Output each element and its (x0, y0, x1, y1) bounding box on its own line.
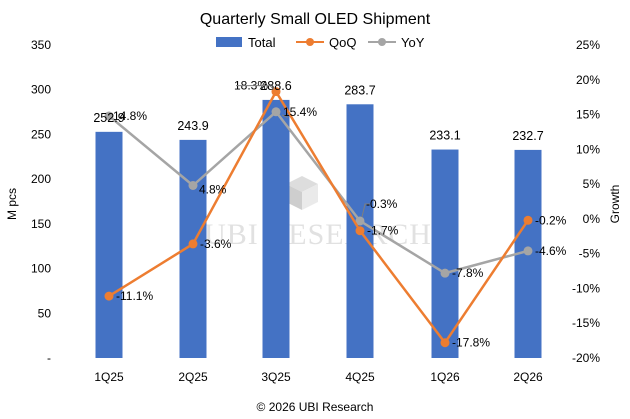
x-tick-label: 3Q25 (261, 370, 291, 384)
point-yoy (188, 181, 198, 191)
bar-value-label: 283.7 (344, 83, 375, 97)
bar-value-label: 232.7 (512, 129, 543, 143)
watermark-text: UBI RESEARCH (204, 218, 432, 251)
bar-value-label: 252.9 (93, 111, 124, 125)
yoy-value-label: 15.4% (283, 105, 317, 119)
point-qoq (104, 291, 114, 301)
legend-label-yoy: YoY (401, 35, 425, 50)
yoy-leader-line (281, 114, 289, 119)
y-tick-label: 250 (31, 127, 51, 141)
yoy-leader-line (361, 203, 370, 218)
bar (95, 131, 123, 358)
yoy-value-label: -7.8% (452, 266, 484, 280)
credit-text: © 2026 UBI Research (257, 400, 374, 414)
chart-title: Quarterly Small OLED Shipment (200, 11, 431, 28)
point-yoy (440, 268, 450, 278)
legend-label-qoq: QoQ (329, 35, 356, 50)
point-yoy (271, 107, 281, 117)
y2-tick-label: 10% (576, 142, 600, 156)
line-yoy (108, 110, 529, 275)
y2-tick-label: -10% (572, 281, 600, 295)
point-yoy (104, 111, 114, 121)
qoq-value-label: -0.2% (535, 213, 567, 227)
y-axis-ticks: - 50 100 150 200 250 300 350 (31, 38, 51, 365)
legend-swatch-yoy-marker (378, 38, 386, 46)
y2-tick-label: 20% (576, 73, 600, 87)
point-qoq (188, 239, 198, 249)
watermark: UBI RESEARCH (204, 176, 432, 251)
y2-tick-label: -20% (572, 351, 600, 365)
x-axis-ticks: 1Q25 2Q25 3Q25 4Q25 1Q26 2Q26 (94, 370, 543, 384)
bar-value-label: 233.1 (429, 129, 460, 143)
x-tick-label: 1Q25 (94, 370, 124, 384)
y-tick-label: - (47, 351, 51, 365)
yoy-value-label: 14.8% (113, 109, 147, 123)
y2-tick-label: 25% (576, 38, 600, 52)
x-tick-label: 2Q25 (178, 370, 208, 384)
y-tick-label: 200 (31, 172, 51, 186)
legend-swatch-qoq-marker (306, 38, 314, 46)
point-yoy (355, 216, 365, 226)
yoy-value-label: -4.6% (535, 244, 567, 258)
line-qoq (108, 90, 530, 344)
bar (431, 149, 459, 358)
y2-tick-label: 15% (576, 108, 600, 122)
qoq-value-label: -11.1% (116, 289, 153, 303)
qoq-value-label: -17.8% (452, 336, 490, 350)
y-tick-label: 300 (31, 83, 51, 97)
legend-swatch-total (216, 37, 242, 47)
yoy-value-label: 4.8% (199, 183, 227, 197)
y2-tick-label: -15% (572, 316, 600, 330)
y-tick-label: 100 (31, 262, 51, 276)
y2-tick-label: 0% (583, 212, 601, 226)
qoq-leader-line (236, 85, 275, 90)
x-tick-label: 1Q26 (430, 370, 460, 384)
y2-axis-title: Growth (608, 185, 622, 224)
point-qoq (440, 338, 450, 348)
point-yoy (523, 246, 533, 256)
qoq-value-label: -1.7% (367, 224, 399, 238)
y-axis-title: M pcs (5, 188, 19, 220)
bar-value-label: 243.9 (177, 119, 208, 133)
legend: Total QoQ YoY (216, 35, 425, 50)
y2-tick-label: -5% (579, 247, 601, 261)
x-tick-label: 2Q26 (513, 370, 543, 384)
y2-axis-ticks: -20% -15% -10% -5% 0% 5% 10% 15% 20% 25% (572, 38, 600, 365)
point-qoq (523, 215, 533, 225)
x-tick-label: 4Q25 (345, 370, 375, 384)
point-qoq (355, 226, 365, 236)
bar-value-label: 288.6 (260, 79, 291, 93)
legend-label-total: Total (248, 35, 276, 50)
y-tick-label: 50 (38, 306, 52, 320)
y-tick-label: 150 (31, 217, 51, 231)
line-series (104, 87, 533, 348)
bar (262, 99, 290, 358)
watermark-cube-icon (286, 176, 318, 210)
y-tick-label: 350 (31, 38, 51, 52)
qoq-value-label: -3.6% (200, 237, 232, 251)
y2-tick-label: 5% (583, 177, 601, 191)
yoy-value-label: -0.3% (366, 197, 398, 211)
data-labels: 252.9 243.9 288.6 283.7 233.1 232.7 -11.1% -3.6… (93, 79, 566, 350)
